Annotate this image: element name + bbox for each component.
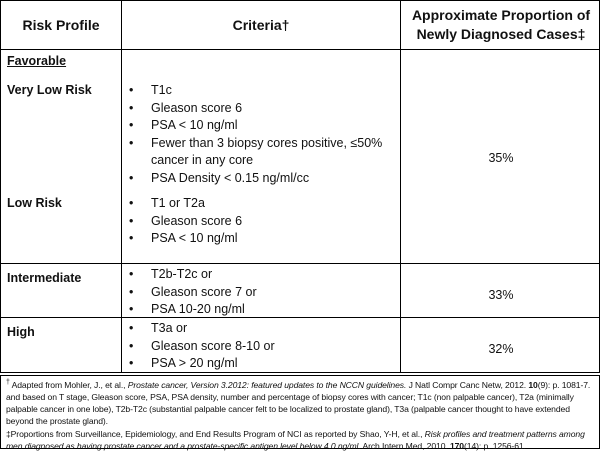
footnote-text: J Natl Compr Canc Netw, 2012.: [406, 379, 529, 390]
criteria-item: PSA < 10 ng/ml: [129, 117, 394, 135]
row-divider: [1, 49, 599, 50]
very-low-risk-label: Very Low Risk: [7, 83, 92, 97]
criteria-item: T2b-T2c or: [129, 266, 394, 284]
column-divider: [121, 1, 122, 372]
footnote-criteria-source: † Adapted from Mohler, J., et al., Prost…: [6, 377, 594, 428]
criteria-item: PSA 10-20 ng/ml: [129, 301, 394, 319]
footnote-text: Adapted from Mohler, J., et al.,: [9, 379, 128, 390]
criteria-item: Gleason score 6: [129, 213, 394, 231]
header-proportion-line2: Newly Diagnosed Cases‡: [416, 26, 586, 42]
intermediate-proportion: 33%: [488, 288, 514, 302]
header-proportion: Approximate Proportion of Newly Diagnose…: [401, 6, 600, 44]
header-proportion-line1: Approximate Proportion of: [411, 7, 591, 23]
footnote-text: Arch Intern Med, 2010.: [360, 440, 450, 451]
footnote-text: ‡Proportions from Surveillance, Epidemio…: [6, 428, 425, 439]
footnote-text: (9): p. 1081-7. and based on T stage, Gl…: [6, 379, 591, 427]
low-risk-label: Low Risk: [7, 196, 62, 210]
favorable-proportion: 35%: [488, 151, 514, 165]
footnote-title: Risk profiles and treatment patterns amo…: [6, 428, 585, 451]
very-low-risk-criteria: T1c Gleason score 6 PSA < 10 ng/ml Fewer…: [129, 82, 394, 187]
criteria-item: Gleason score 8-10 or: [129, 338, 394, 356]
footnote-title: Prostate cancer, Version 3.2012: feature…: [127, 379, 407, 390]
footnote-proportion-source: ‡Proportions from Surveillance, Epidemio…: [6, 428, 594, 452]
criteria-item: Fewer than 3 biopsy cores positive, ≤50%…: [129, 135, 394, 170]
dagger-mark: †: [6, 379, 10, 386]
footnote-volume: 170: [449, 440, 464, 451]
favorable-label: Favorable: [7, 54, 67, 68]
footnote-text: (14): p. 1256-61.: [464, 440, 526, 451]
risk-profile-table: Risk Profile Criteria† Approximate Propo…: [0, 0, 600, 373]
low-risk-criteria: T1 or T2a Gleason score 6 PSA < 10 ng/ml: [129, 195, 394, 248]
column-divider: [400, 1, 401, 372]
high-label: High: [7, 325, 35, 339]
high-criteria: T3a or Gleason score 8-10 or PSA > 20 ng…: [129, 320, 394, 373]
intermediate-criteria: T2b-T2c or Gleason score 7 or PSA 10-20 …: [129, 266, 394, 319]
criteria-item: T1 or T2a: [129, 195, 394, 213]
row-divider: [1, 263, 599, 264]
footnote-volume: 10: [528, 379, 538, 390]
header-criteria: Criteria†: [232, 17, 290, 33]
high-proportion: 32%: [488, 342, 514, 356]
footnotes: † Adapted from Mohler, J., et al., Prost…: [0, 375, 600, 452]
criteria-item: PSA Density < 0.15 ng/ml/cc: [129, 170, 394, 188]
criteria-item: T1c: [129, 82, 394, 100]
criteria-item: T3a or: [129, 320, 394, 338]
header-risk-profile: Risk Profile: [22, 17, 100, 33]
criteria-item: Gleason score 6: [129, 100, 394, 118]
criteria-item: PSA > 20 ng/ml: [129, 355, 394, 373]
intermediate-label: Intermediate: [7, 271, 82, 285]
criteria-item: PSA < 10 ng/ml: [129, 230, 394, 248]
criteria-item: Gleason score 7 or: [129, 284, 394, 302]
